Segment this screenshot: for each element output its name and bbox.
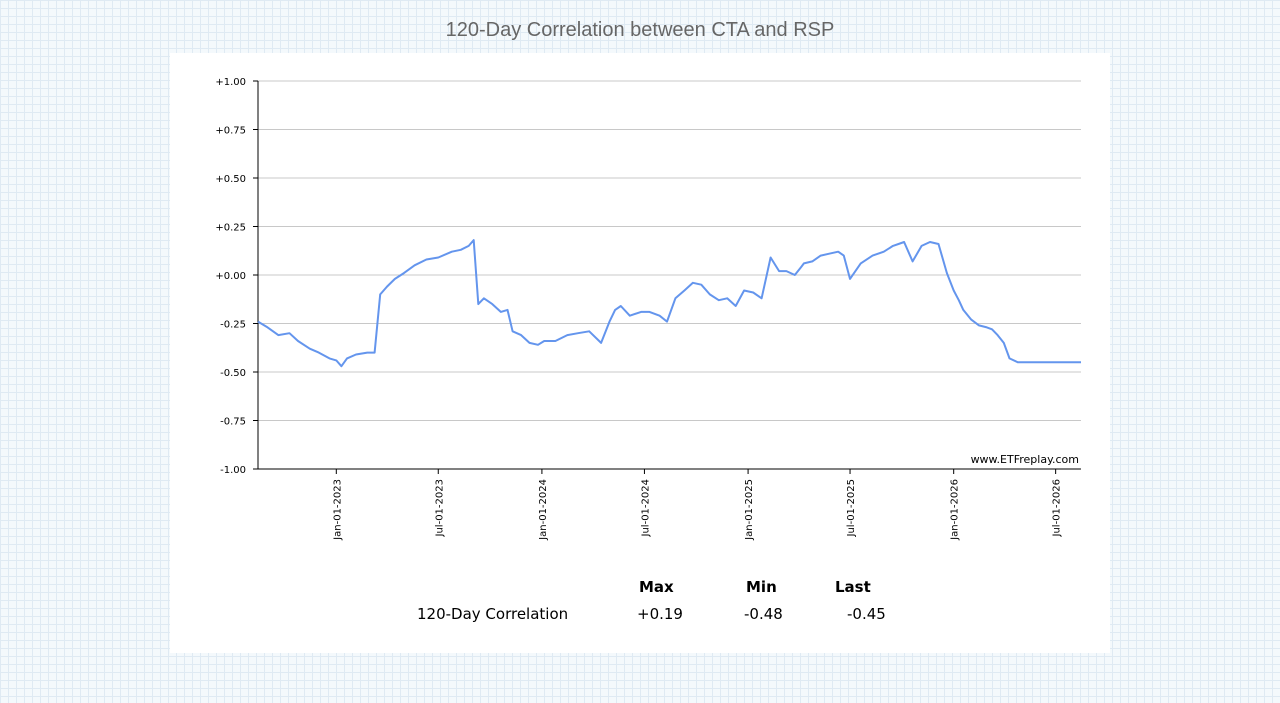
stats-max-value: +0.19 (637, 605, 683, 623)
stats-header-min: Min (746, 578, 777, 596)
y-tick-labels: +1.00 +0.75 +0.50 +0.25 +0.00 -0.25 -0.50 -0.75… (215, 77, 246, 476)
y-tick-label: +0.75 (215, 126, 246, 137)
x-tick-labels: Jan-01-2023 Jul-01-2023 Jan-01-2024 Jul-01-… (332, 479, 1062, 541)
y-tick-label: +1.00 (215, 77, 246, 88)
y-tick-label: +0.00 (215, 271, 246, 282)
x-tick-label: Jan-01-2023 (332, 479, 343, 541)
series-line-120-day-correlation (257, 239, 1081, 368)
stats-last-value: -0.45 (847, 605, 886, 623)
page-title: 120-Day Correlation between CTA and RSP (445, 19, 835, 41)
y-tick-label: -0.25 (220, 320, 246, 331)
y-tick-label: +0.25 (215, 223, 246, 234)
y-tick-label: -0.75 (220, 417, 246, 428)
stats-row-label: 120-Day Correlation (417, 605, 569, 623)
x-tick-label: Jan-01-2024 (538, 479, 549, 541)
chart-panel (170, 53, 1110, 653)
axes (253, 80, 1081, 474)
x-tick-label: Jul-01-2026 (1052, 479, 1063, 537)
stats-min-value: -0.48 (744, 605, 783, 623)
watermark: www.ETFreplay.com (971, 453, 1079, 466)
y-tick-label: -0.50 (220, 368, 246, 379)
x-tick-label: Jan-01-2025 (744, 479, 755, 541)
stats-header-last: Last (835, 578, 871, 596)
x-tick-label: Jul-01-2024 (640, 479, 651, 537)
grid-lines (258, 80, 1081, 421)
x-tick-label: Jan-01-2026 (950, 479, 961, 541)
stats-header-max: Max (639, 578, 674, 596)
stats-header: Max Min Last (0, 578, 1280, 598)
stats-row: 120-Day Correlation +0.19 -0.48 -0.45 (0, 605, 1280, 625)
x-tick-label: Jul-01-2025 (846, 479, 857, 537)
y-tick-label: -1.00 (220, 465, 246, 476)
x-tick-label: Jul-01-2023 (434, 479, 445, 537)
y-tick-label: +0.50 (215, 174, 246, 185)
